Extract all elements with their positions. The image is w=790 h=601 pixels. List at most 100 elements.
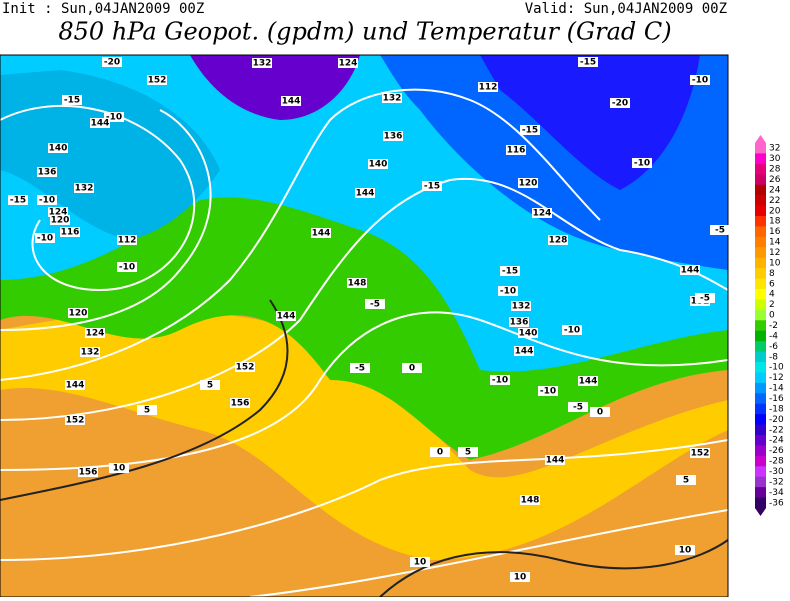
color-swatch: [755, 205, 766, 217]
color-swatch: [755, 393, 766, 405]
contour-label: 116: [507, 146, 526, 156]
label-bg: [104, 112, 124, 122]
label-bg: [478, 82, 498, 92]
label-bg: [538, 386, 558, 396]
contour-label: -15: [10, 196, 26, 206]
label-bg: [518, 178, 538, 188]
contour-label: -15: [522, 126, 538, 136]
contour-label: 152: [691, 449, 710, 459]
colorbar-label: -2: [769, 321, 778, 331]
colorbar-label: -36: [769, 498, 784, 508]
colorbar-label: -20: [769, 415, 784, 425]
label-bg: [578, 376, 598, 386]
colorbar-label: 26: [769, 175, 781, 185]
colorbar-label: 30: [769, 154, 781, 164]
colorbar-label: 6: [769, 279, 775, 289]
label-bg: [690, 448, 710, 458]
yellow-area: [0, 311, 728, 560]
colorbar-top-arrow: [755, 135, 766, 143]
color-swatch: [755, 445, 766, 457]
color-swatch: [755, 153, 766, 165]
colorbar-label: 0: [769, 311, 775, 321]
color-swatch: [755, 351, 766, 363]
label-bg: [710, 225, 730, 235]
contour-label: -5: [715, 226, 725, 236]
color-swatch: [755, 268, 766, 280]
map: -20 152 -15 -10 144 140 136 132 -15 -10 124 120 116 -…: [0, 54, 730, 598]
contour-label: 136: [510, 318, 529, 328]
contour-label: 10: [514, 573, 527, 583]
contour-label: -20: [612, 99, 628, 109]
contour-label: -10: [492, 376, 508, 386]
contour-label: 144: [546, 456, 565, 466]
label-bg: [50, 215, 70, 225]
label-bg: [548, 235, 568, 245]
label-bg: [532, 208, 552, 218]
label-bg: [347, 278, 367, 288]
label-bg: [85, 328, 105, 338]
contour-label: -10: [564, 326, 580, 336]
label-bg: [102, 57, 122, 67]
colorbar-label: 10: [769, 258, 781, 268]
label-bg: [68, 308, 88, 318]
label-bg: [511, 301, 531, 311]
label-bg: [590, 407, 610, 417]
label-bg: [676, 475, 696, 485]
color-swatch: [755, 497, 766, 509]
contour-label: 136: [384, 132, 403, 142]
label-bg: [65, 380, 85, 390]
label-bg: [610, 98, 630, 108]
color-swatch: [755, 278, 766, 290]
colorbar-label: 20: [769, 206, 781, 216]
colorbar-label: 18: [769, 217, 781, 227]
contour-label: -10: [692, 76, 708, 86]
label-bg: [62, 95, 82, 105]
contour-label: -5: [700, 294, 710, 304]
label-bg: [74, 183, 94, 193]
color-swatch: [755, 257, 766, 269]
contour-label: 152: [148, 76, 167, 86]
contour-label: -10: [37, 234, 53, 244]
colorbar-label: 22: [769, 196, 780, 206]
label-bg: [498, 286, 518, 296]
label-bg: [350, 363, 370, 373]
contour-label: -10: [540, 387, 556, 397]
colorbar-label: 8: [769, 269, 775, 279]
label-bg: [509, 317, 529, 327]
contour-label: 124: [533, 209, 552, 219]
label-bg: [276, 311, 296, 321]
label-bg: [680, 265, 700, 275]
color-swatch: [755, 435, 766, 446]
label-bg: [422, 181, 442, 191]
color-swatch: [755, 163, 766, 175]
contour-label: 132: [253, 59, 272, 69]
colorbar-label: 2: [769, 300, 775, 310]
contour-label: -5: [573, 403, 583, 413]
contour-label: 132: [383, 94, 402, 104]
color-swatch: [755, 362, 766, 373]
label-bg: [410, 557, 430, 567]
contour-label: 136: [38, 168, 57, 178]
contour-label: 144: [515, 347, 534, 357]
contour-label: 120: [51, 216, 70, 226]
label-bg: [48, 143, 68, 153]
colorbar-label: -28: [769, 457, 784, 467]
color-swatch: [755, 414, 766, 426]
contour-label: 144: [579, 377, 598, 387]
contour-label: 10: [679, 546, 692, 556]
contour-label: 140: [49, 144, 68, 154]
color-swatch: [755, 195, 766, 207]
contour-label: 120: [69, 309, 88, 319]
label-bg: [368, 159, 388, 169]
label-bg: [137, 405, 157, 415]
colorbar-label: -16: [769, 394, 784, 404]
contour-label: 5: [465, 448, 471, 458]
contour-label: -5: [370, 300, 380, 310]
label-bg: [230, 398, 250, 408]
label-bg: [80, 347, 100, 357]
label-bg: [200, 380, 220, 390]
color-swatch: [755, 466, 766, 478]
color-swatch: [755, 216, 766, 227]
colorbar-label: -26: [769, 446, 784, 456]
